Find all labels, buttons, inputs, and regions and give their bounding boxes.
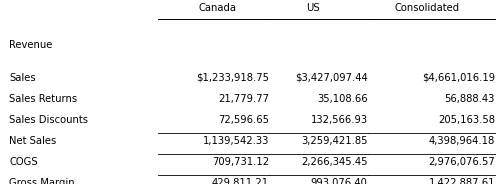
- Text: Sales Discounts: Sales Discounts: [9, 115, 88, 125]
- Text: US: US: [306, 3, 320, 13]
- Text: 2,266,345.45: 2,266,345.45: [301, 157, 368, 167]
- Text: 56,888.43: 56,888.43: [444, 94, 495, 104]
- Text: 2,976,076.57: 2,976,076.57: [428, 157, 495, 167]
- Text: 205,163.58: 205,163.58: [438, 115, 495, 125]
- Text: 21,779.77: 21,779.77: [218, 94, 269, 104]
- Text: $1,233,918.75: $1,233,918.75: [196, 73, 269, 83]
- Text: Revenue: Revenue: [9, 40, 52, 50]
- Text: Sales: Sales: [9, 73, 36, 83]
- Text: Canada: Canada: [198, 3, 236, 13]
- Text: 709,731.12: 709,731.12: [212, 157, 269, 167]
- Text: 3,259,421.85: 3,259,421.85: [301, 136, 368, 146]
- Text: COGS: COGS: [9, 157, 38, 167]
- Text: Sales Returns: Sales Returns: [9, 94, 77, 104]
- Text: 429,811.21: 429,811.21: [212, 178, 269, 184]
- Text: 4,398,964.18: 4,398,964.18: [429, 136, 495, 146]
- Text: Gross Margin: Gross Margin: [9, 178, 74, 184]
- Text: 132,566.93: 132,566.93: [310, 115, 368, 125]
- Text: 1,139,542.33: 1,139,542.33: [202, 136, 269, 146]
- Text: 35,108.66: 35,108.66: [317, 94, 368, 104]
- Text: 72,596.65: 72,596.65: [218, 115, 269, 125]
- Text: 1,422,887.61: 1,422,887.61: [428, 178, 495, 184]
- Text: $3,427,097.44: $3,427,097.44: [295, 73, 368, 83]
- Text: Consolidated: Consolidated: [395, 3, 460, 13]
- Text: Net Sales: Net Sales: [9, 136, 56, 146]
- Text: $4,661,016.19: $4,661,016.19: [422, 73, 495, 83]
- Text: 993,076.40: 993,076.40: [310, 178, 368, 184]
